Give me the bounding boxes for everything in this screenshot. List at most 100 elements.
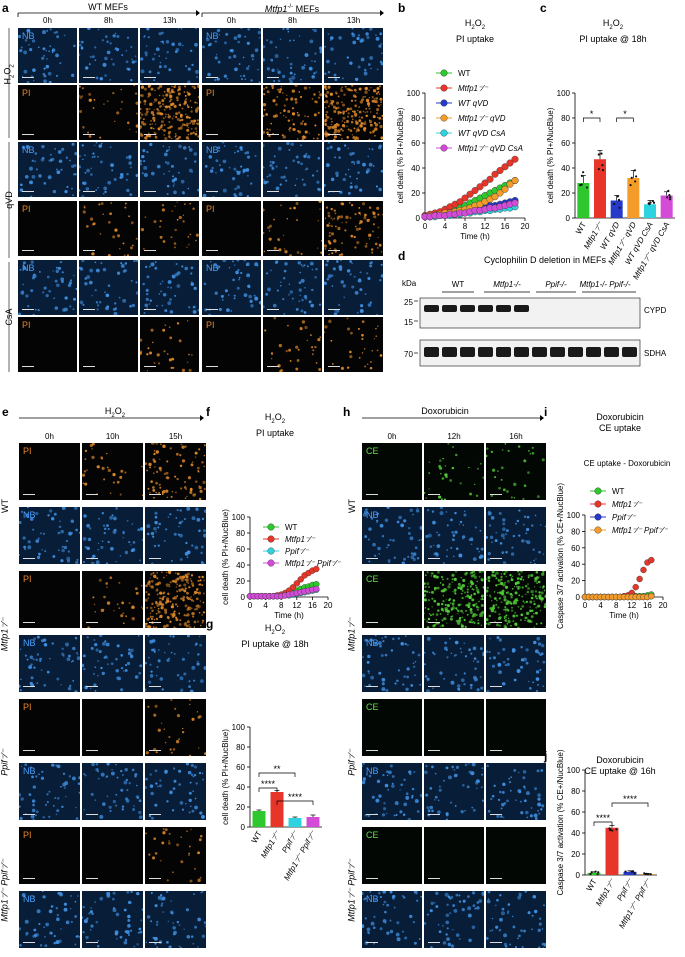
stained-dot bbox=[515, 598, 518, 601]
nucleus-dot bbox=[70, 921, 73, 923]
legend-marker bbox=[594, 513, 602, 521]
stained-dot bbox=[164, 595, 166, 598]
stained-dot bbox=[426, 590, 429, 593]
nucleus-dot bbox=[74, 943, 77, 946]
stained-dot bbox=[332, 105, 337, 109]
nucleus-dot bbox=[486, 899, 491, 904]
nucleus-dot bbox=[52, 804, 55, 807]
nucleus-dot bbox=[166, 184, 170, 188]
nucleus-dot bbox=[188, 680, 191, 683]
nucleus-dot bbox=[65, 795, 67, 798]
micrograph-cells bbox=[486, 764, 545, 820]
stained-dot bbox=[162, 592, 165, 595]
nucleus-dot bbox=[442, 779, 445, 782]
nucleus-dot bbox=[97, 542, 100, 545]
stained-dot bbox=[494, 476, 497, 479]
tile-channel-label: PI bbox=[23, 830, 32, 840]
nucleus-dot bbox=[230, 310, 233, 312]
nucleus-dot bbox=[364, 917, 367, 920]
nucleus-dot bbox=[104, 74, 107, 77]
stained-dot bbox=[131, 617, 135, 621]
nucleus-dot bbox=[25, 931, 29, 936]
nucleus-dot bbox=[183, 517, 187, 521]
stained-dot bbox=[147, 625, 151, 628]
nucleus-dot bbox=[445, 511, 448, 513]
nucleus-dot bbox=[157, 71, 160, 75]
nucleus-dot bbox=[478, 899, 483, 903]
nucleus-dot bbox=[104, 640, 107, 643]
nucleus-dot bbox=[158, 32, 162, 36]
nucleus-dot bbox=[165, 891, 169, 894]
stained-dot bbox=[503, 617, 506, 620]
stained-dot bbox=[358, 222, 361, 225]
stained-dot bbox=[493, 591, 496, 593]
nucleus-dot bbox=[194, 643, 197, 647]
nucleus-dot bbox=[375, 185, 379, 188]
nucleus-dot bbox=[523, 929, 526, 933]
stained-dot bbox=[541, 572, 545, 576]
stained-dot bbox=[447, 585, 451, 589]
nucleus-dot bbox=[125, 60, 129, 64]
nucleus-dot bbox=[55, 764, 58, 767]
stained-dot bbox=[380, 101, 382, 103]
stained-dot bbox=[156, 603, 160, 607]
stained-dot bbox=[85, 224, 89, 228]
nucleus-dot bbox=[215, 172, 217, 174]
stained-dot bbox=[473, 592, 476, 596]
nucleus-dot bbox=[94, 642, 98, 647]
nucleus-dot bbox=[173, 930, 177, 935]
stained-dot bbox=[295, 202, 299, 205]
stained-dot bbox=[152, 117, 155, 119]
stained-dot bbox=[155, 626, 158, 628]
stained-dot bbox=[149, 123, 151, 126]
stained-dot bbox=[94, 611, 96, 613]
stained-dot bbox=[158, 616, 161, 618]
stained-dot bbox=[349, 129, 353, 132]
stained-dot bbox=[203, 454, 206, 457]
nucleus-dot bbox=[379, 523, 384, 528]
stained-dot bbox=[135, 112, 138, 115]
nucleus-dot bbox=[86, 275, 91, 279]
nucleus-dot bbox=[53, 297, 55, 299]
nucleus-dot bbox=[454, 673, 458, 677]
h-tile: NB bbox=[362, 891, 422, 948]
stained-dot bbox=[498, 624, 501, 627]
h-tile bbox=[424, 507, 484, 564]
nucleus-dot bbox=[498, 928, 502, 932]
nucleus-dot bbox=[273, 79, 276, 82]
stained-dot bbox=[520, 613, 524, 617]
nucleus-dot bbox=[382, 919, 387, 923]
nucleus-dot bbox=[523, 657, 528, 662]
micrograph-cells bbox=[146, 507, 206, 564]
nucleus-dot bbox=[373, 554, 377, 557]
nucleus-dot bbox=[175, 262, 178, 266]
nucleus-dot bbox=[242, 74, 246, 78]
stained-dot bbox=[278, 248, 282, 252]
nucleus-dot bbox=[82, 906, 85, 909]
nucleus-dot bbox=[534, 649, 539, 654]
scale-bar bbox=[428, 494, 440, 495]
nucleus-dot bbox=[520, 645, 523, 649]
stained-dot bbox=[302, 135, 306, 140]
stained-dot bbox=[83, 470, 87, 473]
stained-dot bbox=[194, 480, 198, 483]
nucleus-dot bbox=[377, 891, 381, 895]
nucleus-dot bbox=[379, 927, 383, 931]
nucleus-dot bbox=[71, 73, 75, 77]
stained-dot bbox=[93, 99, 96, 101]
nucleus-dot bbox=[63, 902, 67, 906]
micrograph-cells bbox=[140, 201, 199, 250]
stained-dot bbox=[79, 110, 83, 114]
nucleus-dot bbox=[32, 313, 35, 315]
stained-dot bbox=[441, 624, 445, 628]
stained-dot bbox=[181, 107, 184, 110]
nucleus-dot bbox=[464, 763, 468, 767]
nucleus-dot bbox=[101, 641, 106, 646]
stained-dot bbox=[155, 617, 159, 621]
stained-dot bbox=[168, 735, 171, 739]
stained-dot bbox=[317, 111, 320, 114]
stained-dot bbox=[289, 130, 291, 132]
sdha-band bbox=[496, 347, 511, 357]
nucleus-dot bbox=[145, 941, 148, 944]
a-group-mtfp1: Mtfp1-/- MEFs bbox=[264, 4, 320, 14]
